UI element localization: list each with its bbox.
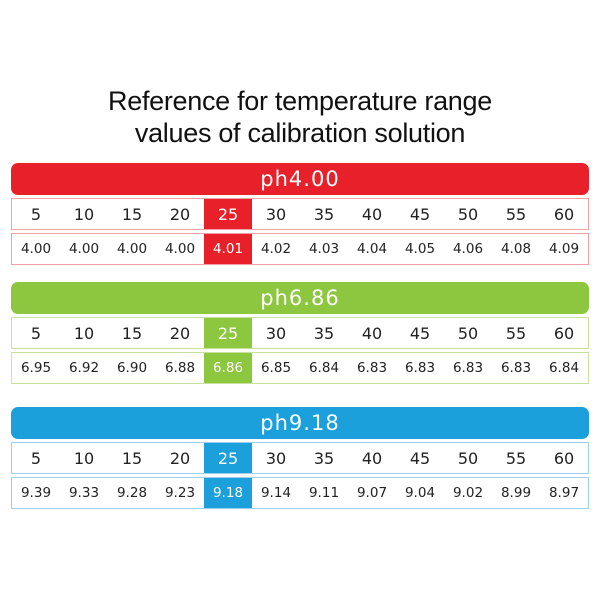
value-cell: 9.23 [164,485,196,501]
value-cell: 4.04 [356,241,388,257]
value-cell: 8.97 [548,485,580,501]
value-cell: 4.00 [20,241,52,257]
temperature-cell: 60 [553,324,575,343]
temperature-cell: 55 [505,324,527,343]
temperature-cell: 45 [409,324,431,343]
table-header: ph9.18 [11,407,589,439]
temperature-cell: 50 [457,324,479,343]
value-cell: 6.90 [116,360,148,376]
temperature-cell: 5 [30,205,42,224]
temperature-cell: 25 [204,318,252,348]
temperature-cell: 20 [169,449,191,468]
value-cell: 9.07 [356,485,388,501]
value-cell: 4.08 [500,241,532,257]
temperature-cell: 10 [73,324,95,343]
value-cell: 6.84 [308,360,340,376]
temperature-cell: 40 [361,205,383,224]
value-cell: 6.83 [500,360,532,376]
temperature-cell: 20 [169,324,191,343]
value-cell: 4.01 [204,234,252,264]
value-cell: 6.83 [404,360,436,376]
temperature-cell: 15 [121,449,143,468]
table-row: 6.95 6.92 6.90 6.88 6.86 6.85 6.84 6.83 6.83 6.83… [11,352,589,384]
value-cell: 4.09 [548,241,580,257]
value-cell: 9.33 [68,485,100,501]
value-cell: 9.14 [260,485,292,501]
table-block: ph6.86 5 10 15 20 25 30 35 40 45 50 55 60 6.95 6.92 6.9… [11,282,589,384]
temperature-cell: 30 [265,324,287,343]
value-cell: 4.00 [116,241,148,257]
value-cell: 9.02 [452,485,484,501]
table-row: 9.39 9.33 9.28 9.23 9.18 9.14 9.11 9.07 9.04 9.02… [11,477,589,509]
value-cell: 4.06 [452,241,484,257]
temperature-cell: 10 [73,205,95,224]
temperature-cell: 10 [73,449,95,468]
value-cell: 4.00 [164,241,196,257]
temperature-cell: 60 [553,205,575,224]
temperature-cell: 50 [457,205,479,224]
table-block: ph4.00 5 10 15 20 25 30 35 40 45 50 55 60 4.00 4.00 4.0… [11,163,589,265]
value-cell: 6.84 [548,360,580,376]
temperature-cell: 35 [313,324,335,343]
value-cell: 6.88 [164,360,196,376]
temperature-cell: 30 [265,449,287,468]
table-row: 5 10 15 20 25 30 35 40 45 50 55 60 [11,442,589,474]
temperature-cell: 45 [409,449,431,468]
temperature-cell: 5 [30,324,42,343]
table-block: ph9.18 5 10 15 20 25 30 35 40 45 50 55 60 9.39 9.33 9.2… [11,407,589,509]
table-row: 5 10 15 20 25 30 35 40 45 50 55 60 [11,317,589,349]
value-cell: 9.28 [116,485,148,501]
table-header: ph6.86 [11,282,589,314]
temperature-cell: 60 [553,449,575,468]
value-cell: 9.11 [308,485,340,501]
temperature-cell: 35 [313,205,335,224]
temperature-cell: 25 [204,199,252,229]
value-cell: 6.83 [452,360,484,376]
title-line: Reference for temperature range [108,86,492,116]
temperature-cell: 55 [505,449,527,468]
table-row: 5 10 15 20 25 30 35 40 45 50 55 60 [11,198,589,230]
value-cell: 6.83 [356,360,388,376]
value-cell: 6.85 [260,360,292,376]
value-cell: 6.92 [68,360,100,376]
temperature-cell: 25 [204,443,252,473]
value-cell: 4.02 [260,241,292,257]
temperature-cell: 5 [30,449,42,468]
value-cell: 8.99 [500,485,532,501]
value-cell: 6.95 [20,360,52,376]
title-line: values of calibration solution [134,118,466,148]
temperature-cell: 20 [169,205,191,224]
temperature-cell: 55 [505,205,527,224]
value-cell: 6.86 [204,353,252,383]
temperature-cell: 15 [121,205,143,224]
value-cell: 4.05 [404,241,436,257]
temperature-cell: 30 [265,205,287,224]
value-cell: 9.04 [404,485,436,501]
value-cell: 4.03 [308,241,340,257]
table-row: 4.00 4.00 4.00 4.00 4.01 4.02 4.03 4.04 4.05 4.06… [11,233,589,265]
value-cell: 9.39 [20,485,52,501]
temperature-cell: 40 [361,324,383,343]
temperature-cell: 50 [457,449,479,468]
temperature-cell: 45 [409,205,431,224]
temperature-cell: 15 [121,324,143,343]
value-cell: 4.00 [68,241,100,257]
table-header: ph4.00 [11,163,589,195]
temperature-cell: 40 [361,449,383,468]
value-cell: 9.18 [204,478,252,508]
temperature-cell: 35 [313,449,335,468]
